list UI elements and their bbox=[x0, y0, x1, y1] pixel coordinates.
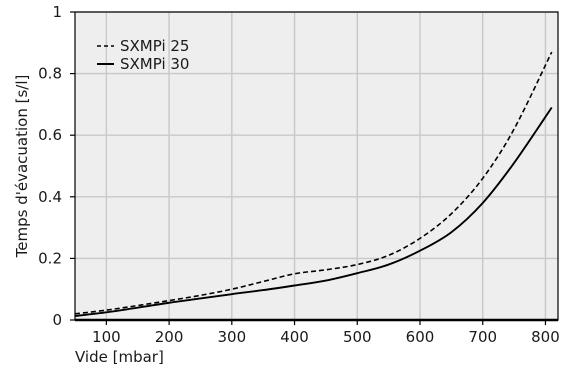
x-axis-label: Vide [mbar] bbox=[75, 348, 164, 366]
series-line-2 bbox=[74, 106, 553, 317]
x-tick-label: 200 bbox=[155, 328, 184, 346]
series-line-1 bbox=[74, 51, 553, 315]
y-tick-label: 0.6 bbox=[38, 126, 62, 144]
y-tick-label: 1 bbox=[52, 3, 62, 21]
x-tick-label: 100 bbox=[92, 328, 121, 346]
y-axis-label: Temps d'évacuation [s/l] bbox=[13, 75, 31, 259]
plot-area bbox=[75, 12, 558, 320]
x-tick-label: 800 bbox=[531, 328, 560, 346]
y-tick-label: 0.4 bbox=[38, 188, 62, 206]
legend-label: SXMPi 25 bbox=[120, 37, 189, 55]
x-tick-label: 300 bbox=[217, 328, 246, 346]
y-tick-label: 0.2 bbox=[38, 249, 62, 267]
x-tick-label: 700 bbox=[468, 328, 497, 346]
y-tick-label: 0 bbox=[52, 311, 62, 329]
x-tick-label: 400 bbox=[280, 328, 309, 346]
legend-label: SXMPi 30 bbox=[120, 55, 189, 73]
x-tick-label: 500 bbox=[343, 328, 372, 346]
y-tick-label: 0.8 bbox=[38, 65, 62, 83]
x-tick-label: 600 bbox=[406, 328, 435, 346]
